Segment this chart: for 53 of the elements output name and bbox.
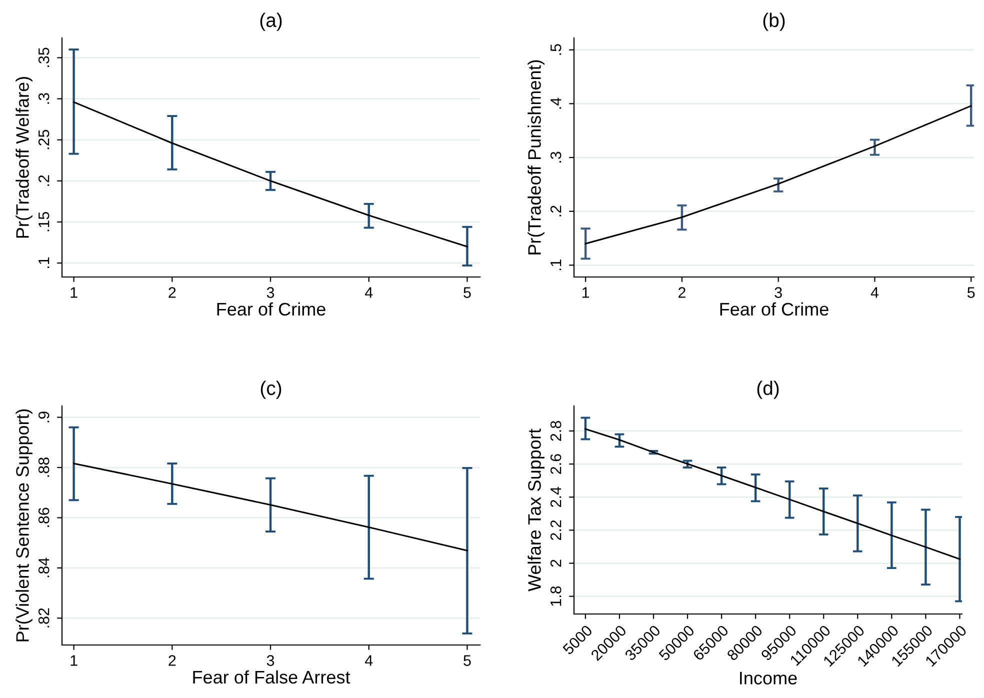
chart-title: (c) [260,380,282,399]
line-series [584,428,960,560]
y-axis-title: Pr(Violent Sentence Support) [16,409,32,642]
y-tick-label: .82 [38,608,50,628]
y-tick-label: .35 [38,48,50,67]
y-tick-label: .86 [38,508,50,527]
x-axis-title: Fear of False Arrest [193,670,350,684]
x-axis-title: Income [740,672,797,684]
x-tick-label: 1 [70,287,78,298]
y-axis-title: Welfare Tax Support [528,428,544,592]
x-axis-title: Fear of Crime [217,302,326,316]
y-tick-label: .9 [38,412,50,422]
y-tick-label: 2.4 [550,486,562,507]
x-tick-label: 2 [168,287,176,298]
y-axis-title: Pr(Tradeoff Welfare) [16,76,32,238]
x-tick-label: 5 [967,287,975,298]
y-axis-title: Pr(Tradeoff Punishment) [528,60,544,254]
y-tick-label: .84 [38,558,50,578]
y-tick-label: .88 [38,458,50,477]
y-tick-label: .3 [38,93,50,104]
x-tick-label: 4 [364,287,373,298]
x-tick-label: 2 [678,287,686,298]
x-tick-label: 2 [168,655,176,666]
y-tick-label: .5 [550,44,562,55]
y-tick-label: .1 [550,260,562,270]
x-tick-label: 4 [364,655,373,666]
line-series [584,105,972,244]
x-tick-label: 1 [70,655,78,666]
chart-title: (d) [757,380,779,399]
y-tick-label: 2.2 [550,520,562,540]
y-tick-label: .25 [38,130,50,150]
x-tick-label: 5 [464,287,471,298]
x-tick-label: 1 [582,287,590,298]
chart-title: (b) [763,12,785,31]
line-series [73,462,468,552]
x-axis-title: Fear of Crime [720,302,828,316]
y-tick-label: .1 [38,257,50,268]
y-tick-label: .2 [38,175,50,186]
y-tick-label: .15 [38,212,50,232]
chart-title: (a) [260,12,282,31]
y-tick-label: .3 [550,152,562,162]
x-tick-label: 3 [266,655,274,666]
y-tick-label: 2.6 [550,454,562,474]
line-series [73,101,468,248]
x-tick-label: 5 [464,655,471,666]
y-tick-label: .4 [550,98,562,109]
x-tick-label: 4 [870,287,879,298]
y-tick-label: 2.8 [550,421,562,441]
y-tick-label: 2 [550,560,562,567]
y-tick-label: .2 [550,206,562,216]
y-tick-label: 1.8 [550,586,562,606]
x-tick-label: 3 [774,287,782,298]
x-tick-label: 3 [266,287,274,298]
